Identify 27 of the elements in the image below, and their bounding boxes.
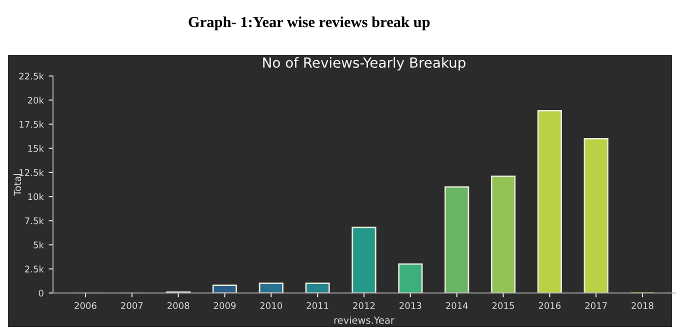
- y-tick-label: 0: [38, 290, 44, 297]
- x-tick-label: 2015: [492, 302, 514, 310]
- x-tick-label: 2006: [74, 302, 96, 310]
- x-tick-label: 2007: [121, 302, 143, 310]
- chart-title: No of Reviews-Yearly Breakup: [263, 57, 466, 71]
- x-tick-label: 2012: [353, 302, 375, 310]
- y-tick-label: 12.5k: [20, 169, 44, 176]
- y-tick-label: 5k: [34, 241, 44, 248]
- y-axis-title: Total: [14, 174, 22, 196]
- x-axis-title: reviews.Year: [334, 316, 394, 324]
- y-tick-label: 22.5k: [19, 72, 44, 80]
- x-tick-label: 2016: [538, 302, 561, 310]
- y-tick-label: 7.5k: [25, 217, 44, 224]
- y-tick-label: 15k: [28, 144, 44, 152]
- y-tick-label: 20k: [28, 96, 44, 104]
- x-tick-label: 2010: [260, 302, 282, 310]
- x-tick-label: 2018: [632, 302, 654, 310]
- x-tick-label: 2009: [214, 302, 236, 310]
- text: Graph- 1:Year wise reviews break up: [188, 16, 430, 30]
- x-tick-label: 2011: [306, 302, 328, 310]
- y-tick-label: 17.5k: [20, 120, 44, 128]
- x-tick-label: 2014: [446, 302, 468, 310]
- y-tick-label: 10k: [28, 193, 44, 200]
- x-tick-label: 2008: [168, 302, 190, 310]
- x-tick-label: 2017: [585, 302, 607, 310]
- y-tick-label: 2.5k: [25, 265, 44, 272]
- x-tick-label: 2013: [400, 302, 422, 310]
